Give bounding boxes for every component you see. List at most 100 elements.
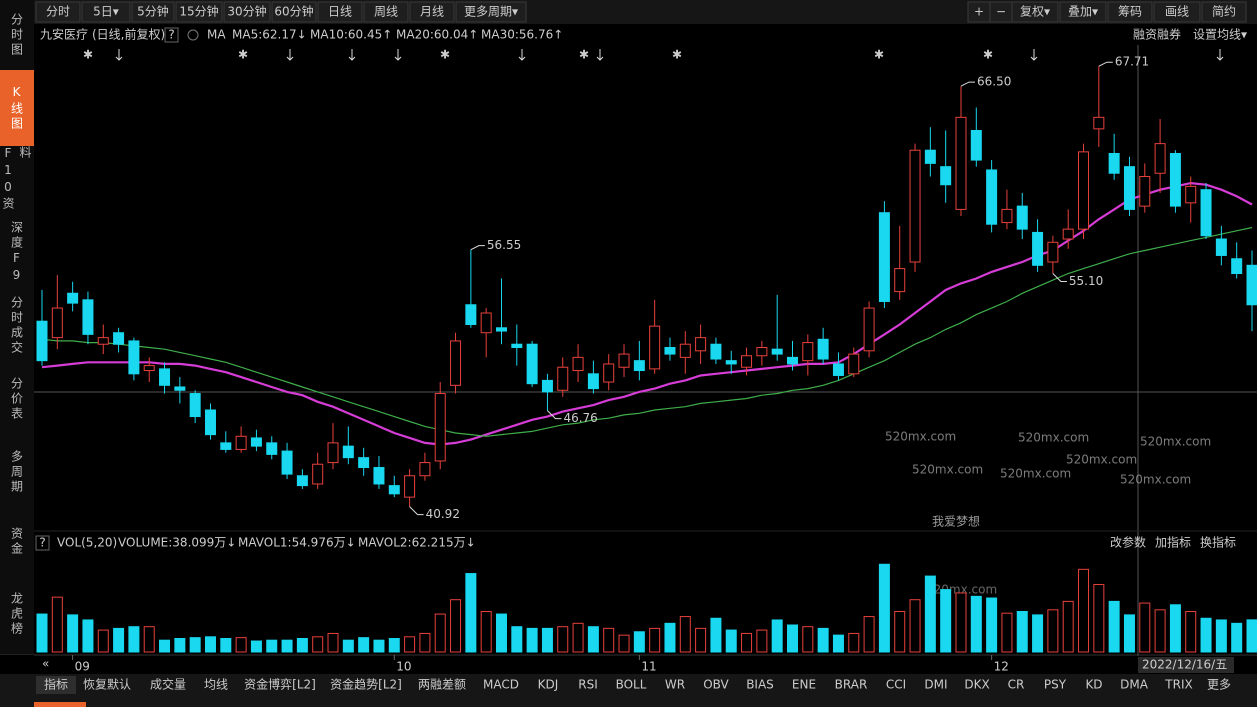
toolbar-label: 周线 xyxy=(374,5,398,19)
toolbar-button[interactable] xyxy=(1201,1,1247,23)
x-tick-label: 12 xyxy=(994,660,1009,674)
tab[interactable]: BOLL xyxy=(616,678,647,692)
tab[interactable]: KDJ xyxy=(538,678,559,692)
sidebar-tab[interactable]: 多周期 xyxy=(0,434,34,511)
tab[interactable]: MACD xyxy=(483,678,519,692)
candle-body xyxy=(373,467,385,485)
volume-bar xyxy=(679,616,691,653)
candle-body xyxy=(526,343,538,385)
volume-bar xyxy=(511,626,523,653)
toolbar-button[interactable] xyxy=(317,1,363,23)
settings-icon[interactable] xyxy=(187,29,199,41)
candle-body xyxy=(281,450,293,475)
volume-bar xyxy=(802,626,814,653)
tab[interactable]: PSY xyxy=(1044,678,1067,692)
tab[interactable]: 资金趋势[L2] xyxy=(330,677,402,692)
marker-arrow xyxy=(286,49,294,61)
tab[interactable]: 成交量 xyxy=(150,677,186,692)
info-text: MA5:62.17↓ xyxy=(232,28,307,42)
volume-bar xyxy=(159,639,171,653)
candle-body xyxy=(36,320,48,362)
volume-bar xyxy=(174,638,186,653)
tab[interactable]: KD xyxy=(1085,678,1102,692)
tab-bar xyxy=(0,674,1257,707)
toolbar-button[interactable] xyxy=(271,1,317,23)
toolbar-button[interactable] xyxy=(35,1,81,23)
info-link[interactable]: 设置均线▾ xyxy=(1193,28,1247,42)
candle-body xyxy=(250,437,262,447)
marker-star: ✱ xyxy=(83,48,93,62)
toolbar-button[interactable] xyxy=(1107,1,1153,23)
info-link[interactable]: 融资融券 xyxy=(1133,27,1181,42)
toolbar-button[interactable] xyxy=(455,1,527,23)
toolbar-button[interactable] xyxy=(409,1,455,23)
candle-body xyxy=(756,347,768,357)
tab-active xyxy=(36,676,76,694)
tab[interactable]: DMI xyxy=(924,678,947,692)
tab[interactable]: ENE xyxy=(792,678,816,692)
tab[interactable]: CR xyxy=(1008,678,1025,692)
help-box[interactable] xyxy=(35,535,50,551)
tab[interactable]: 均线 xyxy=(204,678,228,692)
volume-bar xyxy=(1215,619,1227,653)
candle-body xyxy=(878,212,890,302)
tab[interactable]: 资金博弈[L2] xyxy=(244,677,316,692)
tab[interactable]: 指标 xyxy=(44,677,68,692)
volume-bar xyxy=(373,639,385,653)
tab[interactable]: DMA xyxy=(1120,678,1149,692)
marker-star: ✱ xyxy=(579,48,589,62)
candle-body xyxy=(434,393,446,462)
candle-body xyxy=(1246,264,1257,306)
candle-body xyxy=(495,327,507,332)
candle-body xyxy=(189,393,201,418)
candle-body xyxy=(296,475,308,487)
sidebar-tab[interactable]: 分时图 xyxy=(0,0,34,71)
volume-link[interactable]: 改参数 xyxy=(1110,535,1146,550)
volume-bar xyxy=(725,629,737,653)
toolbar-label: 画线 xyxy=(1165,5,1189,19)
volume-bar xyxy=(633,631,645,653)
toolbar-button[interactable] xyxy=(1059,1,1107,23)
toolbar-button[interactable] xyxy=(1153,1,1201,23)
sidebar-tab[interactable]: 深度F9 xyxy=(0,218,34,289)
toolbar-button[interactable] xyxy=(131,1,175,23)
tab[interactable]: 恢复默认 xyxy=(83,677,131,692)
tab[interactable]: WR xyxy=(665,678,685,692)
volume-link[interactable]: 换指标 xyxy=(1200,535,1236,550)
sidebar-tab[interactable]: 龙虎榜 xyxy=(0,574,34,655)
toolbar-button[interactable] xyxy=(363,1,409,23)
tab[interactable]: CCI xyxy=(886,678,906,692)
volume-link[interactable]: 加指标 xyxy=(1155,535,1191,550)
sidebar-tab[interactable]: 分价表 xyxy=(0,364,34,435)
tab[interactable]: RSI xyxy=(578,678,598,692)
candle-body xyxy=(51,307,63,339)
candle-body xyxy=(909,149,921,263)
tab[interactable]: OBV xyxy=(703,678,729,692)
sidebar-tab[interactable]: 资金 xyxy=(0,510,34,575)
volume-bar xyxy=(250,640,262,653)
help-box[interactable] xyxy=(164,27,179,43)
tab[interactable]: BIAS xyxy=(746,678,774,692)
volume-bar xyxy=(710,617,722,653)
tab[interactable]: BRAR xyxy=(835,678,868,692)
scroll-icon[interactable]: « xyxy=(42,657,49,671)
toolbar-button[interactable] xyxy=(1011,1,1059,23)
tab[interactable]: DKX xyxy=(964,678,989,692)
volume-bar xyxy=(832,634,844,653)
volume-bar xyxy=(572,622,584,653)
toolbar-button[interactable] xyxy=(175,1,223,23)
sidebar-tab[interactable]: 分时成交 xyxy=(0,288,34,365)
volume-bar xyxy=(787,624,799,653)
toolbar-button[interactable] xyxy=(223,1,271,23)
sidebar-tab[interactable]: F10资料 xyxy=(0,146,34,219)
toolbar-button[interactable] xyxy=(81,1,131,23)
tab[interactable]: 两融差额 xyxy=(418,678,466,692)
tab[interactable]: 更多 xyxy=(1207,678,1231,692)
sidebar-tab[interactable]: K线图 xyxy=(0,70,34,147)
annotation: 46.76 xyxy=(563,411,597,425)
candle-body xyxy=(1154,143,1166,174)
volume-bar xyxy=(1062,600,1074,653)
toolbar-label: 30分钟 xyxy=(227,4,266,19)
tab[interactable]: TRIX xyxy=(1164,678,1192,692)
volume-bar xyxy=(327,632,339,653)
